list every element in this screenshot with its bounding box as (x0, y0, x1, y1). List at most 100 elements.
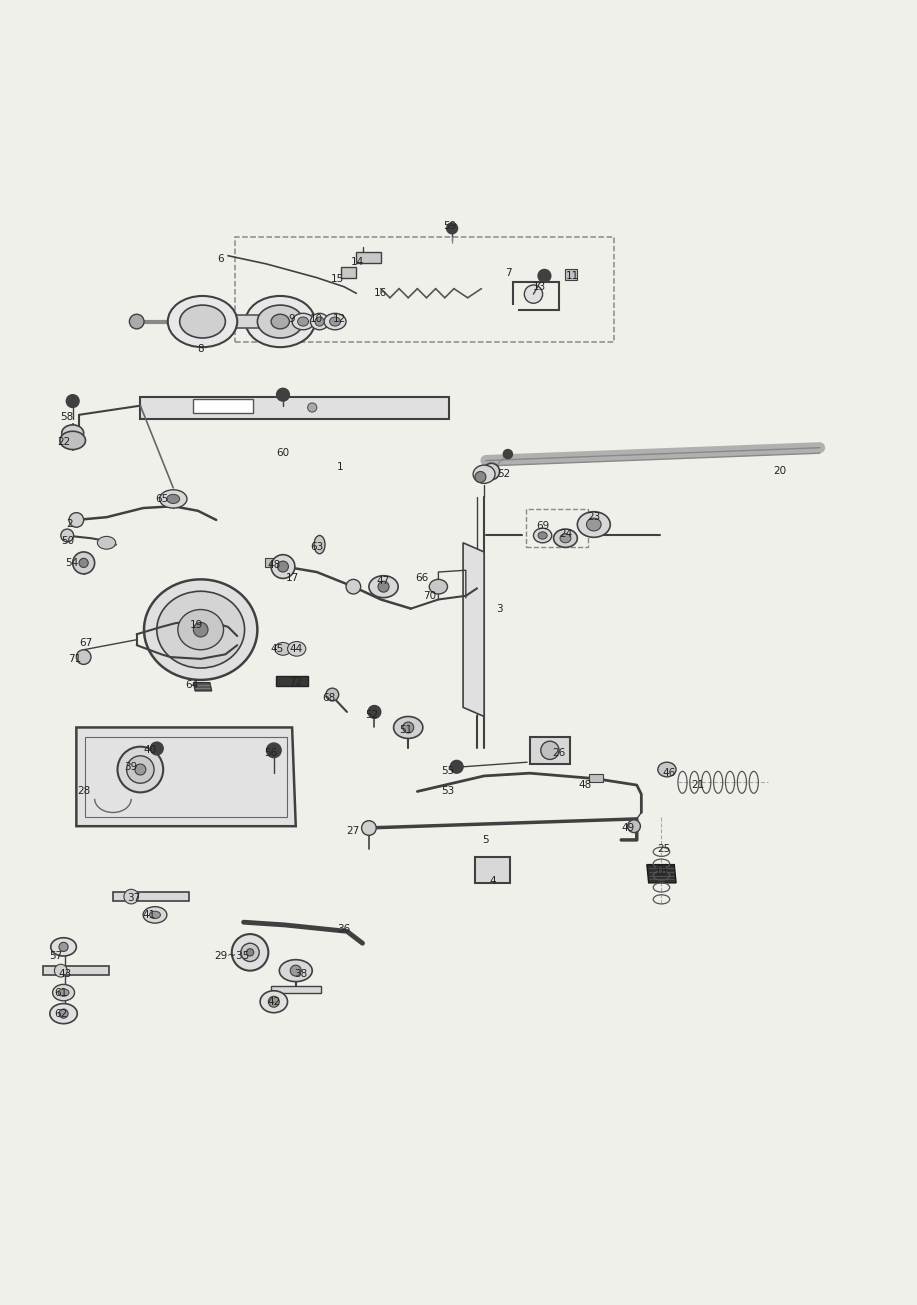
Ellipse shape (157, 591, 245, 668)
Circle shape (346, 579, 360, 594)
Ellipse shape (314, 535, 325, 553)
Circle shape (117, 746, 163, 792)
Circle shape (59, 1009, 68, 1018)
Circle shape (59, 942, 68, 951)
Text: 8: 8 (197, 345, 204, 354)
Text: 71: 71 (68, 654, 81, 664)
Ellipse shape (288, 642, 306, 656)
Text: 14: 14 (351, 257, 365, 268)
Polygon shape (566, 269, 578, 281)
Circle shape (403, 722, 414, 733)
Text: 57: 57 (50, 951, 63, 960)
Circle shape (267, 743, 282, 758)
Circle shape (69, 513, 83, 527)
Text: 1: 1 (337, 462, 343, 472)
Polygon shape (265, 559, 278, 568)
Text: 18: 18 (655, 867, 668, 877)
Text: 62: 62 (54, 1009, 68, 1019)
Text: 66: 66 (415, 573, 428, 583)
Text: 9: 9 (289, 313, 295, 324)
Circle shape (378, 581, 389, 592)
Text: 55: 55 (441, 766, 454, 776)
Circle shape (241, 944, 260, 962)
Bar (526, 509, 589, 547)
Text: 48: 48 (578, 780, 591, 790)
Text: 23: 23 (587, 512, 601, 522)
Text: 37: 37 (127, 893, 140, 903)
Circle shape (503, 449, 513, 458)
Polygon shape (276, 676, 307, 686)
Polygon shape (646, 865, 676, 883)
Text: 20: 20 (774, 466, 787, 476)
Circle shape (538, 269, 551, 282)
Circle shape (79, 559, 88, 568)
Circle shape (450, 761, 463, 773)
Text: 2: 2 (67, 518, 73, 529)
Text: 45: 45 (271, 643, 284, 654)
Text: 67: 67 (79, 638, 92, 649)
Text: 44: 44 (289, 643, 303, 654)
Polygon shape (76, 727, 296, 826)
Text: 47: 47 (377, 577, 390, 586)
Ellipse shape (143, 907, 167, 923)
Text: 42: 42 (267, 997, 281, 1006)
Text: 46: 46 (662, 769, 676, 778)
Ellipse shape (587, 518, 602, 531)
Circle shape (368, 706, 381, 718)
Circle shape (124, 889, 138, 904)
Ellipse shape (473, 465, 495, 483)
Text: 19: 19 (190, 620, 203, 630)
Circle shape (269, 996, 280, 1007)
Text: 54: 54 (65, 559, 79, 568)
Text: 61: 61 (54, 988, 68, 997)
Circle shape (541, 741, 559, 760)
Ellipse shape (180, 305, 226, 338)
Text: 38: 38 (294, 970, 308, 979)
Ellipse shape (280, 959, 312, 981)
Circle shape (61, 529, 73, 542)
Text: 10: 10 (310, 313, 324, 324)
Text: 39: 39 (125, 762, 138, 771)
Ellipse shape (178, 609, 224, 650)
Text: 63: 63 (310, 543, 324, 552)
Polygon shape (140, 397, 449, 419)
Circle shape (72, 552, 94, 574)
Polygon shape (42, 966, 109, 975)
Circle shape (247, 949, 254, 957)
Ellipse shape (168, 296, 238, 347)
Ellipse shape (554, 529, 578, 547)
Text: 43: 43 (59, 970, 72, 979)
Text: 36: 36 (337, 924, 351, 933)
Text: 24: 24 (558, 529, 572, 539)
Polygon shape (203, 315, 281, 328)
Polygon shape (590, 774, 603, 782)
Ellipse shape (534, 529, 552, 543)
Text: 27: 27 (347, 826, 360, 835)
Text: 29~35: 29~35 (215, 951, 249, 960)
Ellipse shape (246, 296, 315, 347)
Circle shape (483, 463, 500, 480)
Text: 41: 41 (143, 910, 156, 920)
Text: 13: 13 (533, 282, 546, 292)
Bar (475, 857, 510, 883)
Circle shape (291, 966, 302, 976)
Text: 17: 17 (285, 573, 299, 583)
Ellipse shape (315, 317, 324, 326)
Ellipse shape (258, 305, 304, 338)
Text: 12: 12 (333, 313, 347, 324)
Text: 51: 51 (399, 726, 412, 735)
Text: 6: 6 (217, 254, 224, 265)
Text: 15: 15 (331, 274, 345, 284)
Ellipse shape (275, 642, 292, 655)
Circle shape (447, 223, 458, 234)
Text: 5: 5 (482, 835, 490, 844)
Ellipse shape (58, 989, 69, 996)
Ellipse shape (149, 911, 160, 919)
Text: 28: 28 (77, 787, 90, 796)
Ellipse shape (560, 534, 571, 543)
Text: 48: 48 (267, 560, 281, 570)
Ellipse shape (52, 984, 74, 1001)
Text: 25: 25 (657, 844, 671, 853)
Ellipse shape (329, 317, 340, 326)
Text: 58: 58 (61, 411, 74, 422)
